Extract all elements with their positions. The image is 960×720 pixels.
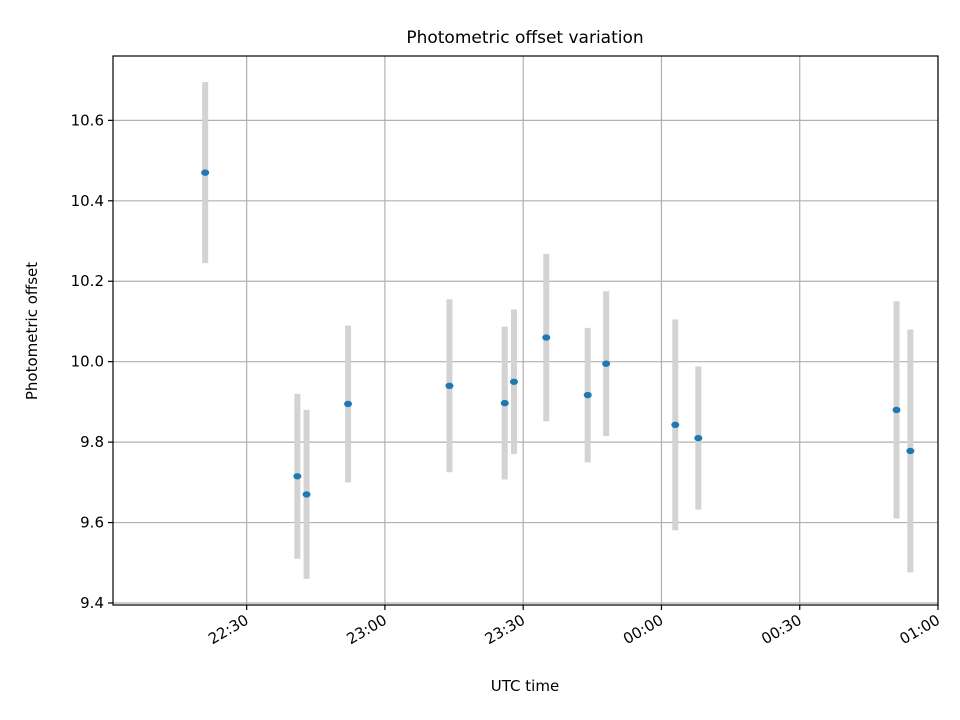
data-points (201, 169, 915, 498)
plot-frame (112, 55, 939, 606)
y-axis-label: Photometric offset (23, 262, 41, 400)
data-point (293, 473, 302, 480)
data-point (344, 400, 353, 408)
data-point (694, 434, 703, 442)
data-point (671, 421, 680, 429)
data-point (509, 378, 518, 385)
data-point (892, 406, 901, 414)
data-point (445, 382, 454, 390)
y-tick-label: 10.2 (71, 272, 104, 290)
data-point (583, 391, 592, 399)
data-point (302, 491, 311, 498)
data-point (201, 169, 210, 176)
data-point (542, 334, 551, 341)
data-point (500, 399, 509, 407)
x-axis-label: UTC time (491, 677, 559, 695)
chart-title: Photometric offset variation (406, 28, 643, 48)
y-tick-label: 9.4 (80, 594, 104, 612)
y-tick-label: 10.4 (71, 192, 104, 210)
y-tick-label: 9.8 (80, 433, 104, 451)
y-axis-ticks: 9.4 9.6 9.8 10.0 10.2 10.4 10.6 (71, 111, 113, 612)
y-tick-label: 9.6 (80, 514, 104, 532)
y-tick-label: 10.6 (71, 111, 104, 129)
y-tick-label: 10.0 (71, 353, 104, 371)
data-point (602, 360, 611, 367)
data-point (906, 447, 915, 455)
